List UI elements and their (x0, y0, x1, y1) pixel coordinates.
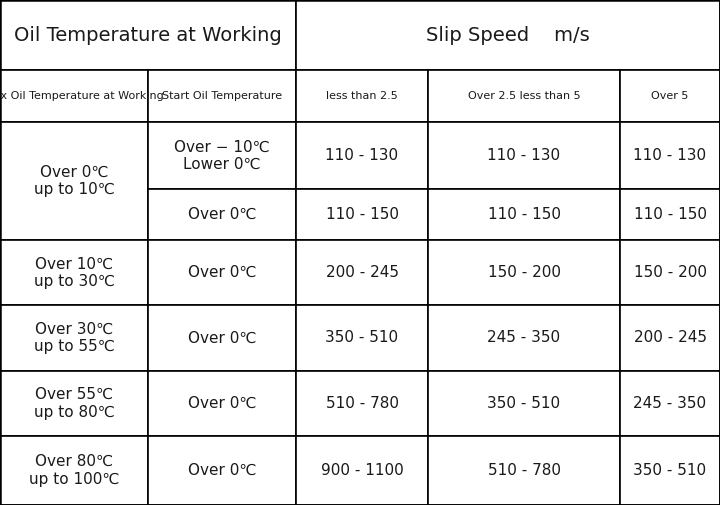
Text: 510 - 780: 510 - 780 (325, 396, 398, 411)
Text: 150 - 200: 150 - 200 (487, 265, 560, 280)
Bar (148, 371, 296, 436)
Bar (296, 70, 428, 122)
Bar (620, 306, 720, 371)
Text: Over 0℃
up to 10℃: Over 0℃ up to 10℃ (34, 165, 114, 197)
Text: Start Oil Temperature: Start Oil Temperature (162, 91, 282, 101)
Bar (148, 436, 296, 505)
Text: Max Oil Temperature at Working: Max Oil Temperature at Working (0, 91, 164, 101)
Text: Slip Speed    m/s: Slip Speed m/s (426, 26, 590, 44)
Bar (0, 240, 148, 306)
Text: Over 0℃: Over 0℃ (188, 396, 256, 411)
Bar (428, 70, 620, 122)
Bar (148, 122, 296, 189)
Bar (620, 371, 720, 436)
Text: Over 0℃: Over 0℃ (188, 207, 256, 222)
Text: Over 2.5 less than 5: Over 2.5 less than 5 (468, 91, 580, 101)
Text: 510 - 780: 510 - 780 (487, 463, 560, 478)
Text: Over 55℃
up to 80℃: Over 55℃ up to 80℃ (34, 387, 114, 420)
Bar (0, 436, 148, 505)
Bar (428, 306, 620, 371)
Text: 245 - 350: 245 - 350 (634, 396, 706, 411)
Bar (0, 306, 148, 371)
Text: Over 0℃: Over 0℃ (188, 463, 256, 478)
Bar (148, 306, 296, 371)
Bar (148, 240, 296, 306)
Text: Over 5: Over 5 (652, 91, 689, 101)
Text: Over 10℃
up to 30℃: Over 10℃ up to 30℃ (34, 257, 114, 289)
Bar (620, 436, 720, 505)
Bar (428, 240, 620, 306)
Text: Oil Temperature at Working: Oil Temperature at Working (14, 26, 282, 44)
Bar (620, 240, 720, 306)
Text: 350 - 510: 350 - 510 (487, 396, 561, 411)
Bar (620, 122, 720, 189)
Text: 245 - 350: 245 - 350 (487, 330, 561, 345)
Bar (428, 189, 620, 240)
Bar (428, 436, 620, 505)
Bar (296, 371, 428, 436)
Bar (0, 122, 148, 240)
Text: Over 80℃
up to 100℃: Over 80℃ up to 100℃ (29, 454, 120, 487)
Text: 110 - 130: 110 - 130 (634, 148, 706, 163)
Text: 350 - 510: 350 - 510 (634, 463, 706, 478)
Bar (296, 189, 428, 240)
Text: 110 - 150: 110 - 150 (634, 207, 706, 222)
Bar (620, 189, 720, 240)
Text: 150 - 200: 150 - 200 (634, 265, 706, 280)
Bar (148, 189, 296, 240)
Bar (620, 70, 720, 122)
Bar (148, 70, 296, 122)
Text: 110 - 150: 110 - 150 (325, 207, 398, 222)
Bar (428, 371, 620, 436)
Bar (0, 371, 148, 436)
Text: 350 - 510: 350 - 510 (325, 330, 399, 345)
Bar (296, 122, 428, 189)
Text: less than 2.5: less than 2.5 (326, 91, 398, 101)
Text: Over 0℃: Over 0℃ (188, 265, 256, 280)
Text: 110 - 150: 110 - 150 (487, 207, 560, 222)
Text: 900 - 1100: 900 - 1100 (320, 463, 403, 478)
Bar (296, 306, 428, 371)
Text: Over 0℃: Over 0℃ (188, 330, 256, 345)
Bar (296, 240, 428, 306)
Bar (296, 436, 428, 505)
Text: 200 - 245: 200 - 245 (325, 265, 398, 280)
Text: 200 - 245: 200 - 245 (634, 330, 706, 345)
Bar (428, 122, 620, 189)
Bar (0, 0, 296, 70)
Text: Over − 10℃
Lower 0℃: Over − 10℃ Lower 0℃ (174, 139, 270, 172)
Bar (296, 0, 720, 70)
Text: Over 30℃
up to 55℃: Over 30℃ up to 55℃ (34, 322, 114, 354)
Text: 110 - 130: 110 - 130 (487, 148, 561, 163)
Bar (0, 70, 148, 122)
Text: 110 - 130: 110 - 130 (325, 148, 399, 163)
